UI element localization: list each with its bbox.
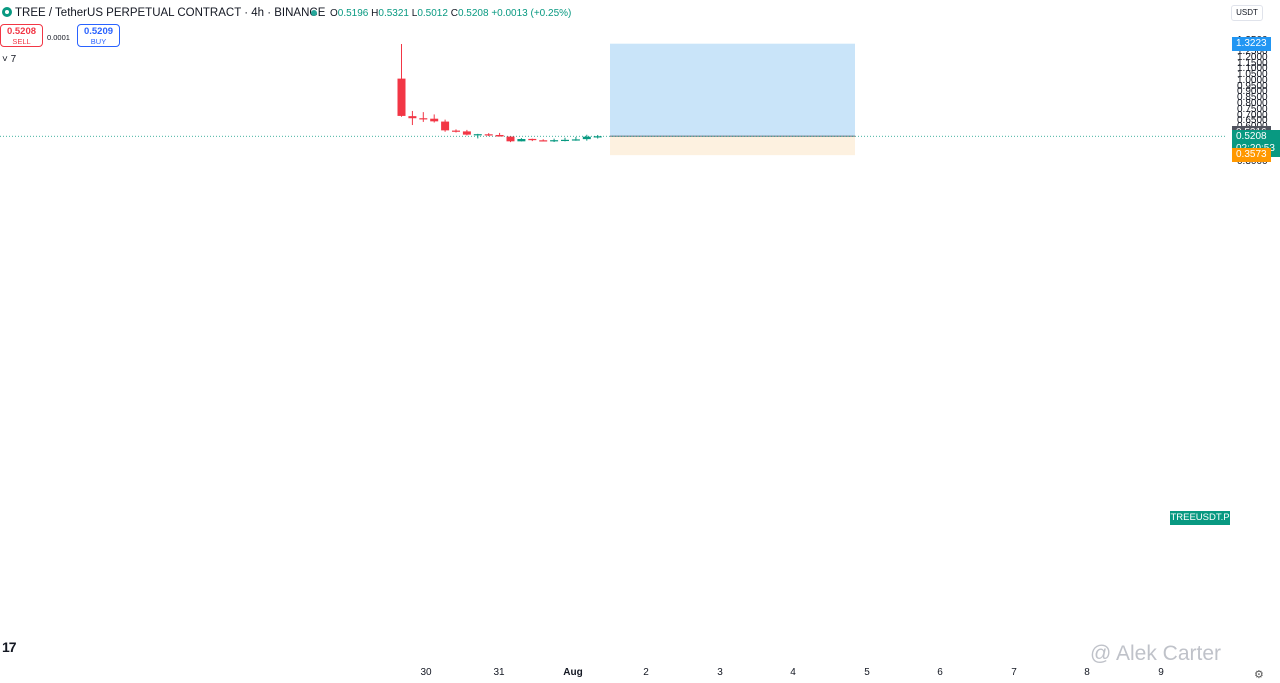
candle-body: [441, 121, 450, 131]
time-tick: 3: [717, 667, 723, 678]
price-tick: 1.0000: [1237, 74, 1268, 86]
symbol-logo-icon: [2, 7, 12, 17]
price-tick: 0.8000: [1237, 98, 1268, 110]
price-tick: 0.7000: [1237, 109, 1268, 121]
buy-button[interactable]: 0.5209 BUY: [77, 24, 120, 47]
candle-body: [408, 116, 417, 119]
tradingview-logo-icon[interactable]: 17: [2, 639, 17, 655]
stop-zone: [610, 136, 855, 156]
high-value: 0.5321: [378, 8, 409, 19]
price-tick: 0.8500: [1237, 92, 1268, 104]
high-label: H: [371, 8, 379, 19]
buy-label: BUY: [90, 37, 107, 46]
watermark: @ Alek Carter: [1090, 642, 1222, 665]
time-tick: 30: [420, 667, 432, 678]
candle-body: [517, 139, 526, 142]
open-label: O: [330, 8, 338, 19]
price-tick: 1.2000: [1237, 51, 1268, 63]
time-tick: 5: [864, 667, 870, 678]
candle-body: [484, 134, 493, 136]
price-tick: 1.1000: [1237, 63, 1268, 75]
candle-body: [528, 138, 537, 141]
close-value: 0.5208: [457, 8, 489, 19]
market-status-icon[interactable]: [311, 10, 317, 16]
candle-body: [419, 118, 428, 120]
candle-body: [561, 139, 569, 142]
price-tick: 1.2500: [1237, 46, 1268, 58]
sell-price: 0.5208: [6, 26, 37, 37]
ohlc-legend: O0.5196 H0.5321 L0.5012 C0.5208 +0.0013 …: [330, 8, 571, 19]
low-value: 0.5012: [417, 8, 448, 19]
price-tick: 1.0500: [1237, 69, 1268, 81]
candle-body: [506, 136, 515, 142]
price-tick: 0.6500: [1237, 115, 1268, 127]
low-label: L: [411, 8, 418, 19]
time-tick: 9: [1158, 667, 1164, 678]
spread-value: 0.0001: [47, 33, 70, 42]
gear-icon[interactable]: ⚙: [1254, 669, 1264, 681]
candle-body: [550, 140, 559, 142]
candle-body: [452, 130, 460, 132]
time-tick: 31: [493, 667, 505, 678]
target-price-badge: 1.3223: [1232, 36, 1271, 51]
currency-selector[interactable]: USDT: [1231, 5, 1263, 21]
price-tick: 0.7500: [1237, 103, 1268, 115]
time-tick: 8: [1084, 667, 1090, 678]
indicator-count: 7: [10, 54, 17, 65]
symbol-title[interactable]: TREE / TetherUS PERPETUAL CONTRACT · 4h …: [15, 7, 326, 19]
sell-label: SELL: [12, 37, 31, 46]
symbol-price-badge: TREEUSDT.P: [1170, 511, 1230, 525]
candle-body: [473, 134, 482, 136]
buy-price: 0.5209: [83, 26, 114, 37]
change-value: +0.0013 (+0.25%): [491, 8, 572, 19]
time-tick: 2: [643, 667, 649, 678]
time-tick: 6: [937, 667, 943, 678]
candle-body: [582, 136, 591, 140]
candle-body: [495, 134, 504, 137]
price-tick: 0.9000: [1237, 86, 1268, 98]
close-label: C: [450, 8, 458, 19]
stop-price-badge: 0.3573: [1232, 148, 1271, 163]
candle-body: [571, 139, 580, 141]
candle-body: [397, 78, 406, 116]
price-tick: 0.9500: [1237, 80, 1268, 92]
open-value: 0.5196: [337, 8, 369, 19]
price-tick: 1.1500: [1237, 57, 1268, 69]
candle-body: [462, 131, 471, 135]
time-tick: Aug: [563, 667, 583, 678]
candle-body: [539, 140, 548, 142]
indicators-toggle[interactable]: ˅ 7: [2, 54, 16, 65]
candle-body: [593, 136, 602, 138]
chevron-down-icon: ˅: [2, 54, 8, 65]
price-chart[interactable]: [0, 0, 1225, 683]
last-price-value: 0.5208: [1236, 131, 1267, 143]
target-zone: [610, 43, 855, 137]
time-tick: 7: [1011, 667, 1017, 678]
time-tick: 4: [790, 667, 796, 678]
candle-body: [430, 118, 439, 122]
sell-button[interactable]: 0.5208 SELL: [0, 24, 43, 47]
chart-header: TREE / TetherUS PERPETUAL CONTRACT · 4h …: [0, 0, 1225, 26]
